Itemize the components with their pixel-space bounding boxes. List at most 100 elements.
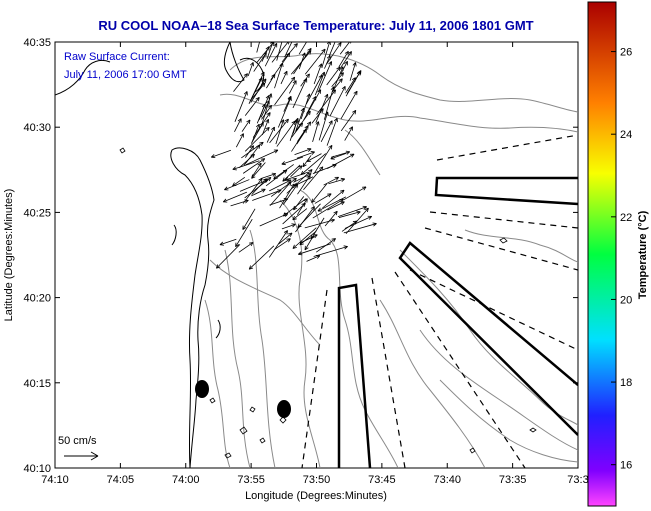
current-vector — [235, 133, 244, 148]
current-vector — [328, 42, 336, 57]
colorbar-tick-label: 26 — [620, 47, 632, 59]
current-vector — [284, 42, 293, 58]
current-vector — [251, 162, 262, 177]
current-vector — [340, 90, 358, 120]
current-vector — [331, 150, 351, 158]
current-vector — [270, 52, 291, 81]
current-vector — [311, 183, 328, 203]
current-vector — [343, 186, 367, 201]
current-vector — [326, 42, 342, 65]
current-vector — [281, 223, 296, 230]
current-vector — [306, 153, 322, 162]
plot-area — [54, 41, 579, 469]
current-vector — [283, 95, 292, 112]
current-vector — [281, 156, 304, 166]
annotation-line-1: Raw Surface Current: — [64, 51, 170, 63]
current-vector — [250, 77, 263, 102]
current-vector — [278, 232, 293, 245]
current-vector — [312, 121, 320, 142]
current-vector — [256, 42, 262, 53]
current-vector — [282, 164, 301, 182]
coastline — [55, 42, 265, 468]
current-vector — [289, 80, 297, 94]
x-axis-label: Longitude (Degrees:Minutes) — [245, 490, 387, 502]
current-vector — [290, 165, 303, 178]
x-tick-label: 73:35 — [499, 474, 527, 486]
current-vector — [310, 217, 325, 240]
current-vector — [261, 104, 272, 120]
current-vector — [327, 153, 355, 169]
y-tick-label: 40:30 — [23, 122, 51, 134]
current-vector — [321, 42, 331, 68]
current-vector — [298, 42, 308, 55]
current-vector — [314, 71, 326, 96]
current-vector — [224, 179, 250, 191]
current-vector — [266, 42, 275, 60]
current-vector — [292, 208, 308, 221]
station-marker — [195, 380, 209, 398]
current-vector — [275, 119, 285, 145]
current-vector — [293, 173, 312, 183]
y-axis: 40:10 40:15 40:20 40:25 40:30 40:35 — [23, 37, 578, 475]
current-vector — [326, 117, 338, 146]
current-vector — [251, 123, 260, 143]
current-vector — [326, 66, 341, 86]
current-vector — [244, 145, 254, 158]
y-tick-label: 40:20 — [23, 293, 51, 305]
x-tick-label: 73:55 — [237, 474, 265, 486]
current-vector — [303, 89, 322, 121]
current-vector — [338, 210, 361, 218]
current-vector — [343, 222, 377, 234]
x-tick-label: 74:00 — [172, 474, 200, 486]
current-vector — [323, 176, 339, 186]
current-vector — [265, 169, 288, 187]
current-vector — [337, 205, 367, 217]
colorbar — [587, 1, 617, 507]
current-vector — [211, 149, 231, 159]
x-axis: 74:10 74:05 74:00 73:55 73:50 73:45 73:40 73:35… — [41, 42, 589, 486]
current-vector — [222, 191, 248, 203]
current-vector — [328, 177, 346, 185]
current-vector — [344, 126, 353, 141]
current-vector — [292, 119, 299, 134]
current-vector — [304, 48, 326, 75]
current-vector — [345, 207, 369, 235]
current-vector — [345, 77, 356, 94]
current-vector — [330, 152, 347, 160]
current-vector — [274, 76, 296, 106]
current-vector — [344, 215, 373, 229]
current-vector — [339, 42, 352, 55]
current-vector — [317, 61, 333, 92]
current-vector — [261, 118, 270, 136]
current-vector — [243, 144, 261, 166]
current-vector — [292, 78, 308, 109]
current-vector — [273, 238, 291, 250]
current-vector — [261, 46, 270, 62]
current-vector — [264, 43, 278, 67]
current-vector — [230, 199, 249, 207]
colorbar-tick-label: 22 — [620, 212, 632, 224]
x-tick-label: 74:05 — [107, 474, 135, 486]
survey-lines — [301, 134, 578, 468]
current-vector — [276, 42, 283, 61]
current-vector — [317, 196, 347, 212]
vector-scale-label: 50 cm/s — [58, 435, 97, 447]
current-vector — [292, 227, 317, 249]
x-tick-label: 73:3 — [567, 474, 588, 486]
colorbar-tick-label: 16 — [620, 460, 632, 472]
current-vector — [298, 243, 332, 256]
current-vector — [234, 91, 248, 122]
current-vector — [345, 71, 361, 97]
colorbar-ticks: 16 18 20 22 24 26 — [611, 47, 632, 472]
y-tick-label: 40:15 — [23, 378, 51, 390]
current-vector — [313, 144, 333, 174]
current-vector — [241, 119, 251, 132]
current-vector — [260, 93, 273, 128]
current-vector — [329, 86, 346, 117]
current-vector — [315, 93, 329, 123]
current-vector — [259, 213, 289, 227]
current-vector — [295, 206, 315, 233]
y-axis-label: Latitude (Degrees:Minutes) — [3, 189, 15, 322]
current-vector — [266, 126, 275, 143]
